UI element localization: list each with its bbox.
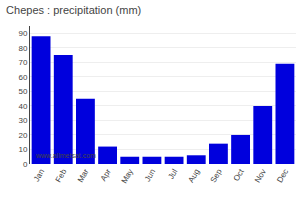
svg-text:50: 50 bbox=[18, 87, 27, 96]
svg-text:Chepes : precipitation (mm): Chepes : precipitation (mm) bbox=[6, 4, 141, 16]
svg-text:Jan: Jan bbox=[32, 168, 46, 184]
svg-text:90: 90 bbox=[18, 29, 27, 38]
svg-text:Feb: Feb bbox=[54, 167, 69, 184]
svg-text:Aug: Aug bbox=[187, 168, 202, 185]
svg-text:60: 60 bbox=[18, 73, 27, 82]
svg-text:Mar: Mar bbox=[76, 167, 91, 184]
svg-text:40: 40 bbox=[18, 102, 27, 111]
svg-text:Apr: Apr bbox=[99, 167, 113, 183]
svg-text:Jul: Jul bbox=[166, 167, 179, 181]
svg-text:Nov: Nov bbox=[253, 168, 268, 185]
svg-text:70: 70 bbox=[18, 58, 27, 67]
svg-text:Oct: Oct bbox=[232, 167, 246, 183]
svg-text:80: 80 bbox=[18, 44, 27, 53]
svg-text:20: 20 bbox=[18, 131, 27, 140]
svg-text:Sep: Sep bbox=[209, 167, 224, 184]
svg-text:www.allmetsat.com: www.allmetsat.com bbox=[35, 152, 96, 159]
svg-text:10: 10 bbox=[18, 145, 27, 154]
svg-text:Dec: Dec bbox=[275, 168, 290, 185]
svg-text:May: May bbox=[120, 168, 135, 186]
svg-text:30: 30 bbox=[18, 116, 27, 125]
svg-text:0: 0 bbox=[23, 160, 28, 169]
svg-text:Jun: Jun bbox=[143, 168, 157, 184]
